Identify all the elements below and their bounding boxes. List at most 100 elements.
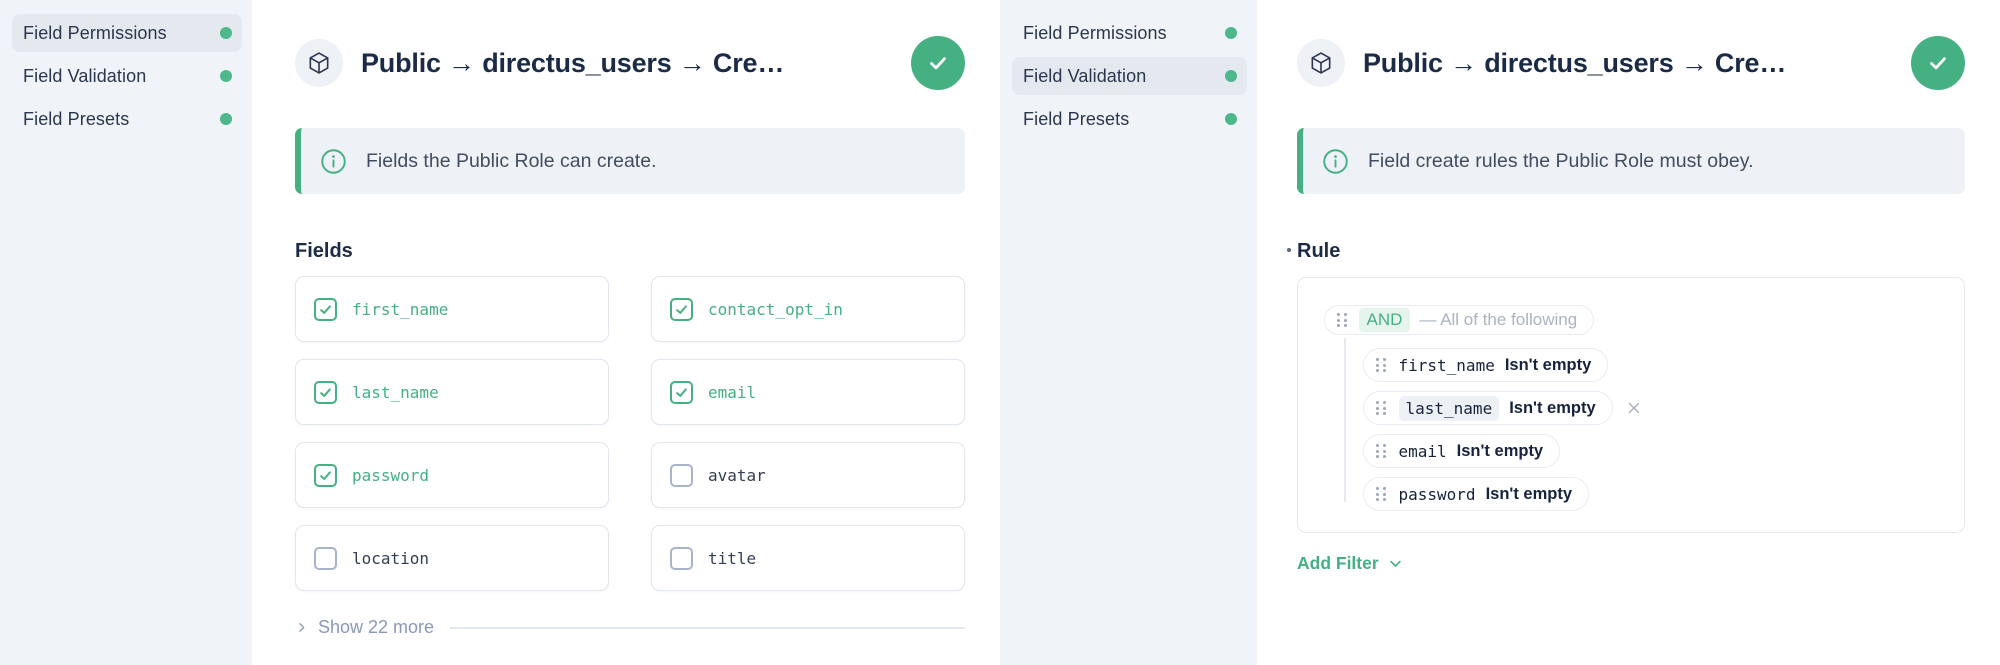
chevron-right-icon bbox=[299, 623, 305, 632]
status-dot bbox=[220, 27, 232, 39]
add-filter-button[interactable]: Add Filter bbox=[1297, 553, 1403, 574]
rule-operator[interactable]: Isn't empty bbox=[1485, 484, 1573, 503]
required-dot bbox=[1287, 248, 1291, 252]
field-card-avatar[interactable]: avatar bbox=[651, 442, 965, 508]
checkbox-unchecked[interactable] bbox=[670, 463, 693, 487]
rule-field-name[interactable]: last_name bbox=[1398, 395, 1500, 421]
filter-rule-row: last_name Isn't empty bbox=[1363, 391, 1643, 426]
banner-text: Field create rules the Public Role must … bbox=[1368, 149, 1754, 172]
field-name: last_name bbox=[352, 382, 439, 402]
remove-rule-button[interactable] bbox=[1625, 399, 1643, 417]
field-card-title[interactable]: title bbox=[651, 525, 965, 591]
drawer-title: Public → directus_users → Cre… bbox=[361, 47, 785, 78]
drag-handle-icon[interactable] bbox=[1376, 400, 1387, 416]
add-filter-label: Add Filter bbox=[1297, 553, 1379, 573]
rule-field-name[interactable]: email bbox=[1398, 441, 1447, 461]
check-icon bbox=[676, 387, 687, 397]
info-banner: Fields the Public Role can create. bbox=[295, 128, 965, 194]
sidebar-item-field-presets[interactable]: Field Presets bbox=[1012, 100, 1247, 138]
save-check-button[interactable] bbox=[1911, 36, 1965, 90]
check-icon bbox=[930, 57, 946, 70]
fields-section-label: Fields bbox=[295, 240, 353, 262]
checkbox-checked[interactable] bbox=[314, 463, 337, 487]
rule-section-label: Rule bbox=[1287, 240, 1341, 263]
divider-line bbox=[450, 626, 965, 629]
checkbox-checked[interactable] bbox=[314, 380, 337, 404]
check-icon bbox=[676, 304, 687, 314]
check-icon bbox=[1930, 57, 1946, 70]
checkbox-checked[interactable] bbox=[314, 297, 337, 321]
field-name: location bbox=[352, 548, 430, 568]
field-card-contact_opt_in[interactable]: contact_opt_in bbox=[651, 276, 965, 342]
drawer1-sidebar: Field Permissions Field Validation Field… bbox=[0, 0, 252, 665]
field-name: first_name bbox=[352, 299, 449, 319]
checkbox-checked[interactable] bbox=[670, 380, 693, 404]
filter-rule-box: AND — All of the following first_name Is… bbox=[1297, 277, 1965, 533]
nesting-guide-line bbox=[1344, 338, 1346, 502]
box-icon bbox=[295, 39, 343, 87]
show-more-toggle[interactable]: Show 22 more bbox=[295, 617, 965, 638]
sidebar-item-field-permissions[interactable]: Field Permissions bbox=[1012, 14, 1247, 52]
filter-rule-row: first_name Isn't empty bbox=[1363, 348, 1609, 383]
rule-field-name[interactable]: first_name bbox=[1398, 355, 1495, 375]
filter-rule-first_name[interactable]: first_name Isn't empty bbox=[1363, 348, 1609, 383]
filter-rule-last_name[interactable]: last_name Isn't empty bbox=[1363, 391, 1613, 426]
sidebar-item-label: Field Presets bbox=[23, 108, 130, 129]
group-operator-badge[interactable]: AND bbox=[1358, 308, 1411, 333]
banner-text: Fields the Public Role can create. bbox=[366, 149, 657, 172]
drawer2-header: Public → directus_users → Cre… bbox=[1297, 36, 1965, 90]
save-check-button[interactable] bbox=[911, 36, 965, 90]
rule-operator[interactable]: Isn't empty bbox=[1456, 441, 1544, 460]
filter-rule-row: password Isn't empty bbox=[1363, 477, 1590, 512]
filter-rules-list: first_name Isn't empty last_name Isn't e… bbox=[1363, 348, 1964, 512]
drawer2-content: Public → directus_users → Cre… Field cre… bbox=[1257, 0, 2000, 665]
sidebar-item-field-permissions[interactable]: Field Permissions bbox=[12, 14, 242, 52]
status-dot bbox=[1225, 70, 1237, 82]
rule-operator[interactable]: Isn't empty bbox=[1509, 398, 1596, 417]
field-name: title bbox=[708, 548, 757, 568]
sidebar-item-label: Field Validation bbox=[23, 65, 147, 86]
field-card-first_name[interactable]: first_name bbox=[295, 276, 609, 342]
fields-grid: first_name contact_opt_in last_name emai… bbox=[295, 276, 965, 591]
field-card-location[interactable]: location bbox=[295, 525, 609, 591]
checkbox-checked[interactable] bbox=[670, 297, 693, 321]
sidebar-item-label: Field Permissions bbox=[23, 22, 167, 43]
drag-handle-icon[interactable] bbox=[1376, 357, 1387, 373]
drawer1-header: Public → directus_users → Cre… bbox=[295, 36, 965, 90]
filter-rule-password[interactable]: password Isn't empty bbox=[1363, 477, 1590, 512]
checkbox-unchecked[interactable] bbox=[314, 546, 337, 570]
show-more-label: Show 22 more bbox=[318, 617, 435, 637]
filter-group-pill[interactable]: AND — All of the following bbox=[1324, 305, 1595, 336]
status-dot bbox=[220, 70, 232, 82]
close-icon bbox=[1628, 402, 1639, 414]
drag-handle-icon[interactable] bbox=[1376, 443, 1387, 459]
field-name: password bbox=[352, 465, 430, 485]
sidebar-item-label: Field Permissions bbox=[1023, 22, 1167, 43]
field-name: avatar bbox=[708, 465, 766, 485]
drag-handle-icon[interactable] bbox=[1337, 312, 1348, 328]
sidebar-item-label: Field Presets bbox=[1023, 108, 1130, 129]
filter-rule-email[interactable]: email Isn't empty bbox=[1363, 434, 1561, 469]
sidebar-item-field-validation[interactable]: Field Validation bbox=[12, 57, 242, 95]
checkbox-unchecked[interactable] bbox=[670, 546, 693, 570]
group-description: — All of the following bbox=[1419, 310, 1578, 330]
chevron-down-icon bbox=[1389, 560, 1401, 567]
field-card-last_name[interactable]: last_name bbox=[295, 359, 609, 425]
sidebar-item-field-presets[interactable]: Field Presets bbox=[12, 100, 242, 138]
check-icon bbox=[320, 304, 331, 314]
rule-label-text: Rule bbox=[1297, 240, 1341, 262]
rule-field-name[interactable]: password bbox=[1398, 484, 1476, 504]
rule-operator[interactable]: Isn't empty bbox=[1504, 355, 1592, 374]
field-card-email[interactable]: email bbox=[651, 359, 965, 425]
filter-rule-row: email Isn't empty bbox=[1363, 434, 1561, 469]
drawer-title: Public → directus_users → Cre… bbox=[1363, 47, 1787, 78]
check-icon bbox=[320, 470, 331, 480]
sidebar-item-field-validation[interactable]: Field Validation bbox=[1012, 57, 1247, 95]
drawer2-sidebar: Field Permissions Field Validation Field… bbox=[1000, 0, 1257, 665]
sidebar-item-label: Field Validation bbox=[1023, 65, 1147, 86]
field-card-password[interactable]: password bbox=[295, 442, 609, 508]
drag-handle-icon[interactable] bbox=[1376, 486, 1387, 502]
field-name: email bbox=[708, 382, 757, 402]
field-name: contact_opt_in bbox=[708, 299, 843, 319]
